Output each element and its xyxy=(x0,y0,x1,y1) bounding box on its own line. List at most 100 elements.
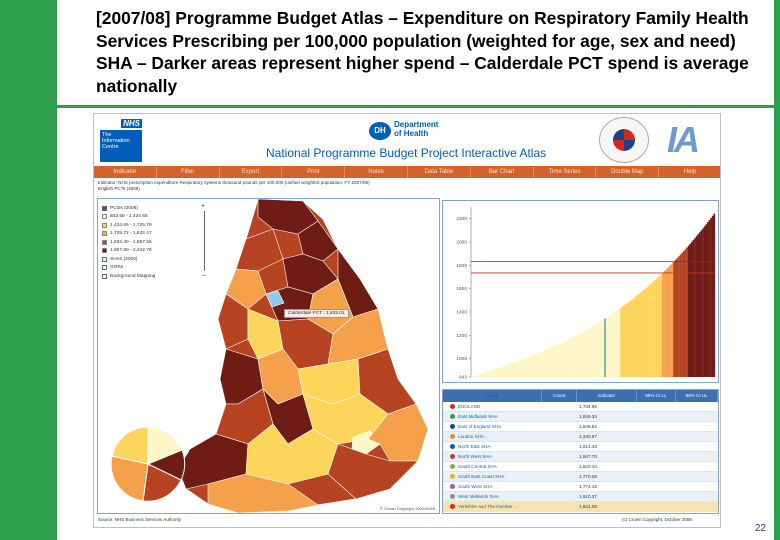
bar xyxy=(593,325,595,377)
bar xyxy=(580,332,582,377)
zoom-out-icon[interactable]: − xyxy=(202,273,207,280)
row-indicator: 1,646.52 xyxy=(579,424,597,429)
col-indicator[interactable]: Indicator xyxy=(577,390,637,402)
table-row[interactable]: ENGLAND 1,734.95 xyxy=(443,402,718,412)
nav-double-map[interactable]: Double Map xyxy=(596,166,660,178)
row-ll xyxy=(637,432,677,441)
nav-data-table[interactable]: Data Table xyxy=(408,166,471,178)
zoom-in-icon[interactable]: + xyxy=(201,203,206,210)
bar xyxy=(503,365,505,377)
seal-emblem-icon xyxy=(613,129,635,151)
bar xyxy=(525,357,528,377)
bar xyxy=(650,283,653,377)
zoom-track[interactable] xyxy=(203,211,205,271)
geography-label: English PCTs (2008) xyxy=(98,186,140,191)
bar xyxy=(654,280,656,377)
data-table-panel[interactable]: Name Count Indicator 95% CI LL 95% CI UL… xyxy=(442,389,719,514)
checkbox-icon[interactable] xyxy=(102,256,107,262)
bar xyxy=(690,241,693,377)
toggle-gors[interactable]: GORs xyxy=(102,264,187,273)
bar xyxy=(607,316,610,377)
nav-bar-chart[interactable]: Bar Chart xyxy=(471,166,534,178)
bar xyxy=(588,328,590,377)
table-row[interactable]: South Central SHA 1,620.10 xyxy=(443,462,718,472)
bar xyxy=(477,374,480,377)
table-row[interactable]: West Midlands SHA 1,910.37 xyxy=(443,492,718,502)
bar xyxy=(670,264,672,377)
ranked-bar-chart[interactable]: 843 1000 1200 1400 1600 1800 2000 2200 xyxy=(443,201,719,383)
nav-time-series[interactable]: Time Series xyxy=(534,166,597,178)
bar xyxy=(583,331,586,377)
zoom-slider[interactable]: + − xyxy=(201,203,207,280)
bar xyxy=(568,338,571,377)
row-ul xyxy=(676,442,718,451)
swatch-icon xyxy=(102,214,107,220)
pct-region xyxy=(217,293,249,350)
table-row[interactable]: East Midlands SHA 1,849.34 xyxy=(443,412,718,422)
region-dot-icon xyxy=(450,464,455,469)
col-name[interactable]: Name xyxy=(443,390,543,402)
row-indicator: 1,910.37 xyxy=(579,494,597,499)
col-ci-ll[interactable]: 95% CI LL xyxy=(637,390,677,402)
england-choropleth-map[interactable] xyxy=(98,199,440,514)
row-ul xyxy=(676,402,718,411)
bar xyxy=(528,356,531,377)
bar xyxy=(652,281,655,377)
table-row[interactable]: South West SHA 1,774.16 xyxy=(443,482,718,492)
row-ll xyxy=(637,402,677,411)
region-dot-icon xyxy=(450,424,455,429)
col-ci-ul[interactable]: 95% CI UL xyxy=(676,390,718,402)
bar xyxy=(658,275,661,377)
table-row[interactable]: Yorkshire and The Humber ... 1,831.05 xyxy=(443,502,718,512)
atlas-header: NHS The Information Centre DH Department… xyxy=(94,114,720,166)
swatch-icon xyxy=(102,248,107,254)
checkbox-icon[interactable] xyxy=(102,265,107,271)
row-ul xyxy=(676,502,718,511)
map-panel[interactable]: PCOs (2006) 843.55 - 1,434.65 1,434.65 -… xyxy=(97,198,440,514)
nav-notes[interactable]: Notes xyxy=(345,166,408,178)
map-legend: PCOs (2006) 843.55 - 1,434.65 1,434.65 -… xyxy=(102,204,187,281)
map-pie-chart xyxy=(110,426,186,502)
bar xyxy=(488,371,491,377)
checkbox-icon[interactable] xyxy=(102,273,107,279)
toggle-background-mapping[interactable]: Background Mapping xyxy=(102,272,187,281)
app-title: National Programme Budget Project Intera… xyxy=(266,146,547,160)
ia-logo: IA xyxy=(667,119,700,160)
bar xyxy=(522,358,525,377)
nav-indicator[interactable]: Indicator xyxy=(94,166,157,178)
col-count[interactable]: Count xyxy=(542,390,578,402)
bar xyxy=(673,261,676,377)
table-row[interactable]: South East Coast SHA 1,770.08 xyxy=(443,472,718,482)
row-indicator: 1,734.95 xyxy=(579,404,597,409)
bar xyxy=(684,249,687,377)
information-centre-logo: NHS The Information Centre xyxy=(100,119,142,163)
bar xyxy=(682,251,685,377)
nav-export[interactable]: Export xyxy=(220,166,283,178)
bar-chart-panel[interactable]: 843 1000 1200 1400 1600 1800 2000 2200 xyxy=(442,200,719,383)
bar xyxy=(535,353,537,377)
bar xyxy=(541,351,544,377)
checkbox-icon[interactable] xyxy=(102,205,107,211)
row-name: South East Coast SHA xyxy=(458,474,505,479)
nav-help[interactable]: Help xyxy=(659,166,720,178)
table-row[interactable]: East of England SHA 1,646.52 xyxy=(443,422,718,432)
bar xyxy=(551,346,554,377)
bar xyxy=(647,285,650,377)
region-dot-icon xyxy=(450,484,455,489)
pct-region xyxy=(235,228,284,272)
bar xyxy=(674,259,677,377)
bar xyxy=(475,375,478,377)
bar xyxy=(662,272,664,377)
table-row[interactable]: North West SHA 1,947.70 xyxy=(443,452,718,462)
nav-print[interactable]: Print xyxy=(282,166,346,178)
bar xyxy=(501,366,504,377)
row-indicator: 1,831.05 xyxy=(579,504,597,509)
legend-header[interactable]: PCOs (2006) xyxy=(102,204,187,213)
slide-number: 22 xyxy=(754,523,766,534)
table-row[interactable]: London SHA 1,330.97 xyxy=(443,432,718,442)
bar xyxy=(628,301,631,377)
table-row[interactable]: North East SHA 1,914.43 xyxy=(443,442,718,452)
nav-filter[interactable]: Filter xyxy=(157,166,220,178)
bar xyxy=(694,238,696,377)
toggle-shas[interactable]: SHAs (2006) xyxy=(102,255,187,264)
